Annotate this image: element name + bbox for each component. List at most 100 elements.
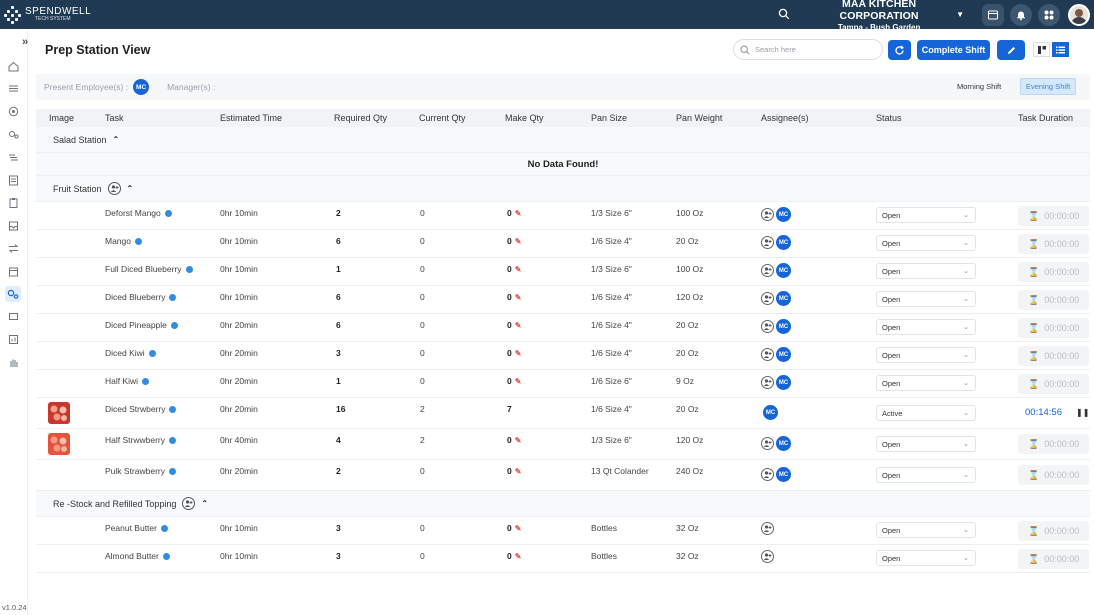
edit-make-qty-icon[interactable]: ✎ [514,552,522,561]
task-cell[interactable]: Pulk Strawberry [105,466,176,476]
status-select[interactable]: Open ⌄ [876,436,976,452]
pause-icon[interactable]: ❚❚ [1075,407,1090,417]
table-row[interactable]: Peanut Butter 0hr 10min 3 0 0 ✎ Bottles 32 Oz Op… [36,517,1090,545]
assign-group-icon[interactable] [182,497,196,510]
info-icon[interactable] [185,266,193,273]
complete-shift-button[interactable]: Complete Shift [917,40,990,60]
calendar-icon[interactable] [7,265,20,278]
refresh-button[interactable] [888,40,911,60]
status-select[interactable]: Open ⌄ [876,319,976,335]
info-icon[interactable] [135,238,142,245]
table-row[interactable]: Full Diced Blueberry 0hr 10min 1 0 0 ✎ 1/3 Siz… [36,258,1090,286]
task-cell[interactable]: Full Diced Blueberry [105,264,193,274]
settings-cogs-icon[interactable] [7,128,20,141]
assign-user-icon[interactable] [761,550,774,563]
status-select[interactable]: Active ⌄ [876,405,976,421]
assign-user-icon[interactable] [761,376,774,389]
assignee-avatar[interactable]: MC [776,467,791,482]
edit-make-qty-icon[interactable]: ✎ [514,293,522,302]
info-icon[interactable] [169,294,177,301]
shop-icon[interactable] [982,3,1004,26]
assign-user-icon[interactable] [761,236,774,249]
apps-grid-icon[interactable] [1038,3,1060,26]
prep-station-icon[interactable] [5,286,21,302]
assignee-avatar[interactable]: MC [776,347,791,362]
delivery-icon[interactable] [7,151,20,164]
inbox-icon[interactable] [7,219,20,232]
station-group-header[interactable]: Fruit Station ⌃ [36,176,1090,202]
assignee-avatar[interactable]: MC [776,436,791,451]
task-cell[interactable]: Diced Pineapple [105,320,178,330]
status-select[interactable]: Open ⌄ [876,522,976,538]
chevron-up-icon[interactable]: ⌃ [201,499,209,508]
edit-make-qty-icon[interactable]: ✎ [514,436,522,445]
assignee-avatar[interactable]: MC [776,375,791,390]
info-icon[interactable] [169,468,176,475]
assignee-avatar[interactable]: MC [776,235,791,250]
search-box[interactable] [733,39,883,60]
task-cell[interactable]: Deforst Mango [105,208,172,218]
edit-make-qty-icon[interactable]: ✎ [514,209,522,218]
table-row[interactable]: Mango 0hr 10min 6 0 0 ✎ 1/6 Size 4" 20 Oz MC Open… [36,230,1090,258]
status-select[interactable]: Open ⌄ [876,235,976,251]
edit-make-qty-icon[interactable]: ✎ [514,237,522,246]
evening-shift-button[interactable]: Evening Shift [1020,78,1077,95]
table-row[interactable]: Deforst Mango 0hr 10min 2 0 0 ✎ 1/3 Size 6" 100… [36,202,1090,230]
chevron-up-icon[interactable]: ⌃ [126,184,134,193]
task-cell[interactable]: Mango [105,236,142,246]
assign-user-icon[interactable] [761,468,774,481]
recipes-icon[interactable] [7,105,20,118]
sidebar-expand-icon[interactable]: » [22,36,29,48]
company-selector[interactable]: MAA KITCHEN CORPORATION Tampa - Bush Gar… [806,0,952,32]
chart-icon[interactable] [7,333,20,346]
assign-user-icon[interactable] [761,522,774,535]
task-cell[interactable]: Diced Kiwi [105,348,156,358]
status-select[interactable]: Open ⌄ [876,207,976,223]
report-icon[interactable] [7,174,20,187]
table-row[interactable]: Half Strwwberry 0hr 40min 4 2 0 ✎ 1/3 Size 6" 1… [36,429,1090,460]
edit-make-qty-icon[interactable]: ✎ [514,467,522,476]
task-cell[interactable]: Half Strwwberry [105,435,176,445]
edit-make-qty-icon[interactable]: ✎ [514,265,522,274]
table-row[interactable]: Diced Pineapple 0hr 20min 6 0 0 ✎ 1/6 Size 4" 2… [36,314,1090,342]
info-icon[interactable] [169,406,177,413]
edit-make-qty-icon[interactable]: ✎ [514,321,522,330]
status-select[interactable]: Open ⌄ [876,263,976,279]
assignee-avatar[interactable]: MC [776,263,791,278]
search-input[interactable] [755,45,865,54]
chevron-up-icon[interactable]: ⌃ [112,135,120,144]
task-cell[interactable]: Diced Strwberry [105,404,177,414]
edit-make-qty-icon[interactable]: ✎ [514,377,522,386]
assign-group-icon[interactable] [107,182,121,195]
brand-logo[interactable]: SPENDWELL TECH SYSTEM [4,5,104,24]
assignee-avatar[interactable]: MC [776,319,791,334]
table-row[interactable]: Diced Kiwi 0hr 20min 3 0 0 ✎ 1/6 Size 4" 20 Oz M… [36,342,1090,370]
ticket-icon[interactable] [7,310,20,323]
clipboard-icon[interactable] [7,196,20,209]
assign-user-icon[interactable] [761,208,774,221]
status-select[interactable]: Open ⌄ [876,291,976,307]
info-icon[interactable] [170,322,178,329]
edit-button[interactable] [997,40,1025,60]
task-cell[interactable]: Almond Butter [105,551,170,561]
assign-user-icon[interactable] [761,292,774,305]
assign-user-icon[interactable] [761,320,774,333]
task-cell[interactable]: Peanut Butter [105,523,168,533]
user-avatar[interactable] [1068,3,1090,26]
table-row[interactable]: Diced Blueberry 0hr 10min 6 0 0 ✎ 1/6 Size 4" 1… [36,286,1090,314]
bell-icon[interactable] [1010,3,1032,26]
info-icon[interactable] [164,210,172,217]
home-icon[interactable] [7,60,20,73]
assignee-avatar[interactable]: MC [776,291,791,306]
assign-user-icon[interactable] [761,437,774,450]
menu-icon[interactable] [7,82,20,95]
edit-make-qty-icon[interactable]: ✎ [514,349,522,358]
table-row[interactable]: Pulk Strawberry 0hr 20min 2 0 0 ✎ 13 Qt Coland… [36,460,1090,491]
hand-icon[interactable] [7,356,20,369]
transfer-icon[interactable] [7,242,20,255]
table-row[interactable]: Diced Strwberry 0hr 20min 16 2 7 1/6 Size 4" 2… [36,398,1090,429]
search-icon[interactable] [778,8,792,22]
morning-shift-button[interactable]: Morning Shift [957,82,1002,91]
info-icon[interactable] [142,378,150,385]
task-cell[interactable]: Half Kiwi [105,376,150,386]
